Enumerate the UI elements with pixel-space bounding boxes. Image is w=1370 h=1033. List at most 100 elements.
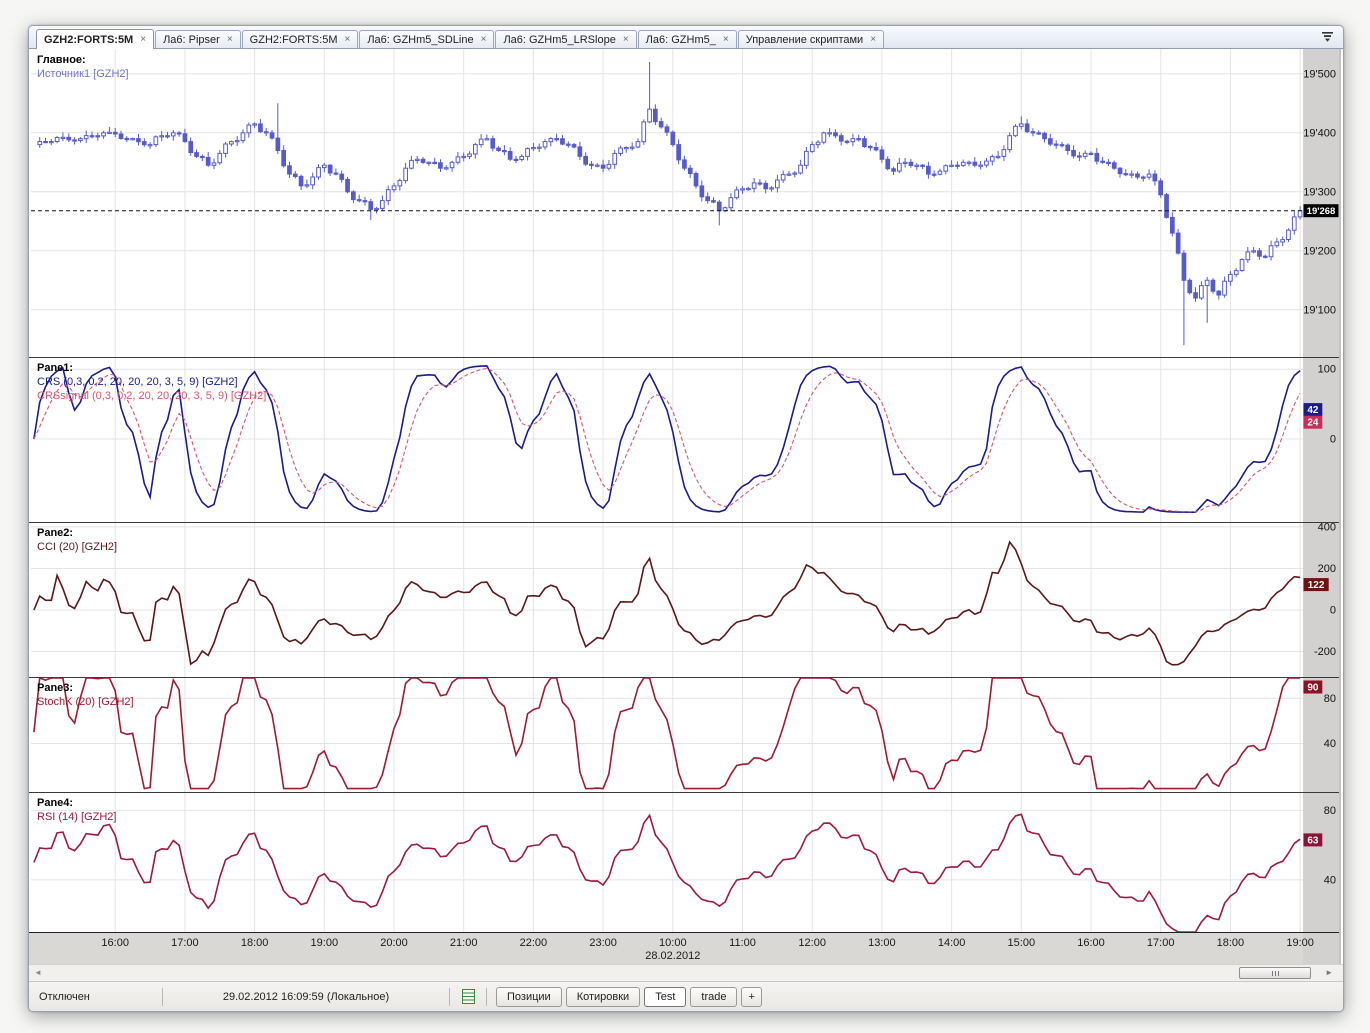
tab-label: GZH2:FORTS:5M xyxy=(44,33,134,46)
svg-text:11:00: 11:00 xyxy=(729,937,756,949)
tab-close-icon[interactable]: × xyxy=(480,33,487,45)
svg-text:23:00: 23:00 xyxy=(589,937,617,949)
time-axis-strip xyxy=(29,932,1339,964)
tab-close-icon[interactable]: × xyxy=(622,33,629,45)
svg-text:200: 200 xyxy=(1318,563,1336,575)
value-gridlines xyxy=(31,73,1303,881)
svg-text:18:00: 18:00 xyxy=(1217,937,1245,949)
tab-label: Ла6: GZHm5_ xyxy=(645,33,716,46)
svg-text:12:00: 12:00 xyxy=(798,937,826,949)
svg-text:19'100: 19'100 xyxy=(1303,304,1336,316)
price-chart-canvas[interactable]: 19'500 19'400 19'300 19'200 19'100 100 0 400 200… xyxy=(29,49,1343,969)
time-axis-labels: 16:00 17:00 18:00 19:00 20:00 21:00 22:00 23:00… xyxy=(101,937,1313,962)
statusbar-tabs: Позиции Котировки Test trade + xyxy=(496,986,766,1007)
quotes-table-icon[interactable] xyxy=(453,989,483,1004)
svg-text:100: 100 xyxy=(1318,364,1336,376)
scroll-left-icon[interactable]: ◄ xyxy=(34,968,42,977)
statusbar-separator xyxy=(449,987,450,1006)
tab-label: Ла6: GZHm5_LRSlope xyxy=(503,33,616,46)
svg-text:122: 122 xyxy=(1308,580,1325,591)
price-axis-gutter xyxy=(1303,49,1339,964)
crs_signal-line xyxy=(33,367,1301,513)
svg-text:80: 80 xyxy=(1324,805,1336,817)
tab-0[interactable]: GZH2:FORTS:5M × xyxy=(36,29,155,49)
svg-text:19:00: 19:00 xyxy=(311,937,339,949)
svg-text:19:00: 19:00 xyxy=(1286,937,1314,949)
svg-text:0: 0 xyxy=(1330,434,1336,446)
tab-label: Ла6: GZHm5_SDLine xyxy=(367,33,474,46)
scroll-right-icon[interactable]: ► xyxy=(1325,968,1333,977)
svg-text:28.02.2012: 28.02.2012 xyxy=(645,950,700,962)
app-window: GZH2:FORTS:5M × Ла6: Pipser × GZH2:FORTS:5M ×… xyxy=(28,25,1344,1012)
svg-text:17:00: 17:00 xyxy=(1147,937,1175,949)
price-axis-labels: 19'50019'40019'30019'20019'1001000400200… xyxy=(1303,68,1336,886)
tab-strip: GZH2:FORTS:5M × Ла6: Pipser × GZH2:FORTS:5M ×… xyxy=(36,26,885,49)
tab-close-icon[interactable]: × xyxy=(226,33,233,45)
statusbar-button-test[interactable]: Test xyxy=(644,986,687,1007)
tab-close-icon[interactable]: × xyxy=(722,33,729,45)
svg-text:0: 0 xyxy=(1330,605,1336,617)
svg-text:14:00: 14:00 xyxy=(938,937,966,949)
statusbar-button-+[interactable]: + xyxy=(741,986,762,1007)
statusbar-separator xyxy=(486,987,487,1006)
horizontal-scrollbar[interactable]: ◄ ► xyxy=(29,964,1343,981)
svg-text:16:00: 16:00 xyxy=(1077,937,1105,949)
svg-text:400: 400 xyxy=(1318,521,1336,533)
value-badge: 24 xyxy=(1303,415,1323,429)
svg-text:40: 40 xyxy=(1324,874,1336,886)
tab-bar: GZH2:FORTS:5M × Ла6: Pipser × GZH2:FORTS:5M ×… xyxy=(29,26,1343,49)
value-badge: 42 xyxy=(1303,403,1323,417)
value-badge: 90 xyxy=(1303,680,1323,694)
svg-text:19'400: 19'400 xyxy=(1303,127,1336,139)
tab-close-icon[interactable]: × xyxy=(344,33,351,45)
scrollbar-thumb[interactable] xyxy=(1239,967,1311,979)
tab-5[interactable]: Ла6: GZHm5_ × xyxy=(637,30,737,48)
tab-close-icon[interactable]: × xyxy=(870,33,877,45)
candlestick-series xyxy=(37,62,1303,346)
statusbar-button-котировки[interactable]: Котировки xyxy=(565,986,641,1007)
svg-text:40: 40 xyxy=(1324,738,1336,750)
svg-text:13:00: 13:00 xyxy=(868,937,896,949)
tab-label: Управление скриптами xyxy=(745,33,864,46)
tab-6[interactable]: Управление скриптами × xyxy=(737,30,885,48)
connection-status: Отключен xyxy=(39,990,90,1003)
svg-text:20:00: 20:00 xyxy=(380,937,408,949)
cci-line xyxy=(33,540,1301,666)
svg-text:-200: -200 xyxy=(1314,646,1336,658)
svg-text:16:00: 16:00 xyxy=(101,937,129,949)
svg-text:24: 24 xyxy=(1307,418,1319,429)
clock: 29.02.2012 16:09:59 (Локальное) xyxy=(222,990,390,1003)
tab-label: Ла6: Pipser xyxy=(163,33,220,46)
hour-gridlines xyxy=(114,49,1301,932)
svg-text:18:00: 18:00 xyxy=(241,937,269,949)
svg-text:21:00: 21:00 xyxy=(450,937,478,949)
value-badge: 19'268 xyxy=(1303,204,1339,218)
value-badge: 122 xyxy=(1303,578,1329,592)
value-badge: 63 xyxy=(1303,833,1323,847)
svg-text:42: 42 xyxy=(1307,405,1319,416)
status-bar: Отключен 29.02.2012 16:09:59 (Локальное)… xyxy=(29,981,1343,1011)
statusbar-separator xyxy=(162,987,163,1006)
tab-3[interactable]: Ла6: GZHm5_SDLine × xyxy=(359,30,495,48)
statusbar-button-позиции[interactable]: Позиции xyxy=(496,986,562,1007)
svg-text:10:00: 10:00 xyxy=(659,937,687,949)
chart-svg[interactable]: 19'50019'40019'30019'20019'1001000400200… xyxy=(29,49,1341,964)
tab-label: GZH2:FORTS:5M xyxy=(249,33,338,46)
tab-close-icon[interactable]: × xyxy=(140,33,147,45)
tab-overflow-icon[interactable] xyxy=(1321,31,1334,43)
tab-4[interactable]: Ла6: GZHm5_LRSlope × xyxy=(495,30,637,48)
svg-text:19'200: 19'200 xyxy=(1303,245,1336,257)
chart-area[interactable]: 19'500 19'400 19'300 19'200 19'100 100 0 400 200… xyxy=(29,49,1343,964)
svg-text:22:00: 22:00 xyxy=(520,937,548,949)
stoch-line xyxy=(33,678,1301,790)
svg-text:19'300: 19'300 xyxy=(1303,186,1336,198)
pane-separators xyxy=(29,357,1339,933)
svg-text:19'500: 19'500 xyxy=(1303,68,1336,80)
svg-text:63: 63 xyxy=(1307,835,1319,846)
svg-text:19'268: 19'268 xyxy=(1307,206,1336,217)
tab-2[interactable]: GZH2:FORTS:5M × xyxy=(241,30,359,48)
svg-text:90: 90 xyxy=(1307,683,1319,694)
tab-1[interactable]: Ла6: Pipser × xyxy=(155,30,241,48)
statusbar-button-trade[interactable]: trade xyxy=(690,986,738,1007)
crs-line xyxy=(33,365,1301,514)
